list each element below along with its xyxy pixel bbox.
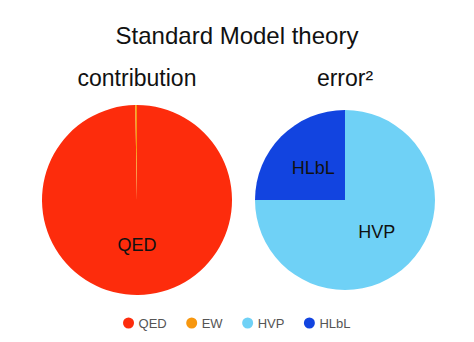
legend-label: HVP bbox=[258, 316, 285, 331]
legend-item: HVP bbox=[242, 316, 284, 331]
pie-slice bbox=[135, 105, 137, 200]
pie-slice bbox=[137, 105, 138, 200]
legend-item: EW bbox=[186, 316, 223, 331]
legend-swatch bbox=[242, 318, 253, 329]
pie-subtitle: contribution bbox=[78, 65, 197, 91]
slice-labels: HVP HLbL bbox=[292, 158, 396, 242]
slice-label: HVP bbox=[358, 222, 395, 242]
slice-labels: QED bbox=[117, 235, 156, 255]
legend-label: HLbL bbox=[319, 316, 350, 331]
pie-slice bbox=[255, 110, 435, 290]
chart: Standard Model theory contribution QED erro… bbox=[0, 0, 474, 342]
pie bbox=[42, 105, 232, 295]
legend: QED EW HVP HLbL bbox=[123, 316, 350, 331]
pie-slice bbox=[255, 110, 345, 200]
pie bbox=[255, 110, 435, 290]
legend-swatch bbox=[304, 318, 315, 329]
legend-label: EW bbox=[202, 316, 224, 331]
legend-swatch bbox=[186, 318, 197, 329]
legend-item: HLbL bbox=[304, 316, 351, 331]
slice-label: QED bbox=[117, 235, 156, 255]
legend-swatch bbox=[123, 318, 134, 329]
legend-label: QED bbox=[139, 316, 167, 331]
slice-label: HLbL bbox=[292, 158, 335, 178]
legend-item: QED bbox=[123, 316, 167, 331]
pie-slice bbox=[137, 105, 138, 200]
pie-subtitle: error² bbox=[317, 65, 374, 91]
title: Standard Model theory bbox=[116, 22, 359, 49]
pie-slice bbox=[42, 105, 232, 295]
